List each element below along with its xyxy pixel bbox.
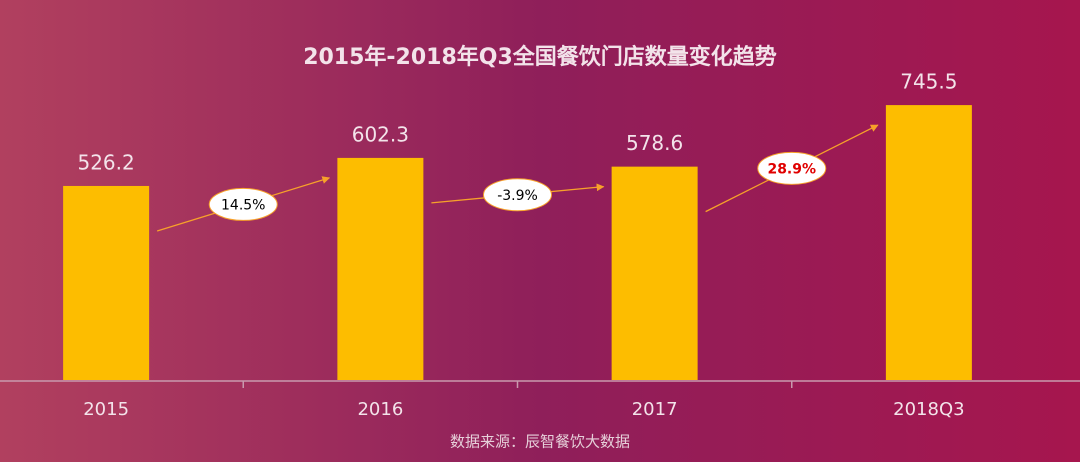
bar xyxy=(337,157,424,380)
x-tick-label: 2018Q3 xyxy=(893,399,964,420)
x-tick-label: 2017 xyxy=(632,399,678,420)
growth-label: -3.9% xyxy=(497,188,538,204)
chart-title: 2015年-2018年Q3全国餐饮门店数量变化趋势 xyxy=(303,44,777,70)
value-label: 526.2 xyxy=(77,150,134,174)
x-tick-label: 2016 xyxy=(357,399,403,420)
source-note: 数据来源：辰智餐饮大数据 xyxy=(450,433,630,451)
bar xyxy=(611,166,698,380)
x-tick-label: 2015 xyxy=(83,399,129,420)
growth-label: 28.9% xyxy=(767,161,816,177)
value-label: 578.6 xyxy=(626,131,683,155)
growth-bubble xyxy=(483,178,552,212)
growth-label: 14.5% xyxy=(221,197,265,213)
bar xyxy=(63,185,150,380)
growth-bubble xyxy=(757,151,827,185)
value-label: 745.5 xyxy=(900,70,957,94)
growth-bubble xyxy=(208,187,278,221)
bar xyxy=(885,105,972,381)
value-label: 602.3 xyxy=(352,122,409,146)
